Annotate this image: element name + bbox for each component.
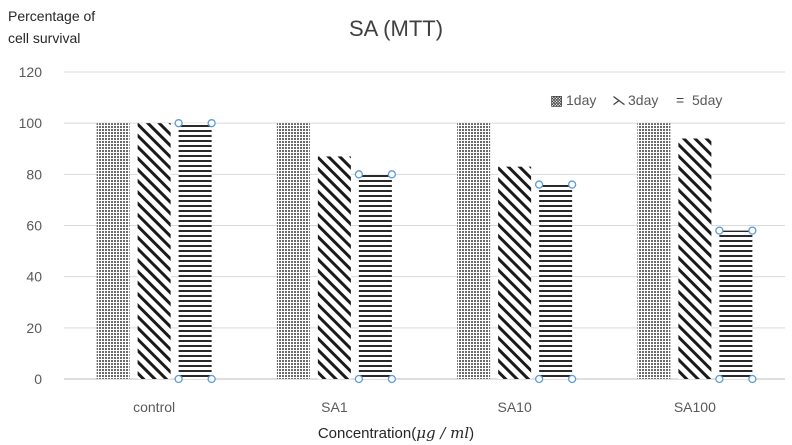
selection-handle — [174, 119, 183, 128]
x-tick-label: control — [133, 399, 175, 415]
y-tick-label: 0 — [34, 371, 42, 387]
selection-handle — [567, 180, 577, 189]
y-tick-label: 20 — [26, 320, 42, 336]
y-tick-label: 40 — [26, 269, 42, 285]
selection-handle — [207, 374, 216, 384]
bar-5day-SA1 — [358, 174, 392, 379]
y-tick-label: 80 — [26, 166, 42, 182]
selection-handle — [748, 374, 757, 384]
bar-5day-SA10 — [539, 184, 573, 379]
y-tick-label: 100 — [19, 115, 43, 131]
x-tick-label: SA1 — [321, 399, 348, 415]
selection-handle — [715, 226, 724, 235]
x-tick-label: SA10 — [498, 399, 532, 415]
bar-1day-SA10 — [457, 123, 491, 380]
bar-3day-SA100 — [678, 138, 712, 379]
bar-1day-SA1 — [276, 123, 310, 380]
selection-handle — [354, 170, 364, 179]
selection-handle — [354, 374, 364, 384]
y-tick-label: 60 — [26, 218, 42, 234]
bar-1day-control — [96, 123, 130, 380]
y-tick-label: 120 — [19, 64, 43, 80]
x-axis-label-suffix: ) — [469, 425, 475, 442]
x-tick-label: SA100 — [674, 399, 716, 415]
legend-label-5day: 5day — [692, 92, 722, 108]
selection-handle — [387, 374, 397, 384]
legend-label-1day: 1day — [566, 92, 596, 108]
selection-handle — [174, 374, 183, 384]
y-axis-label-line-1: Percentage of — [8, 8, 96, 24]
legend-label-3day: 3day — [628, 92, 658, 108]
chart-title: SA (MTT) — [348, 16, 444, 41]
selection-handle — [748, 226, 757, 235]
legend-marker-5day: = — [676, 92, 684, 108]
legend-marker-3day: ⋋ — [612, 92, 626, 108]
bar-5day-SA100 — [719, 230, 753, 379]
bar-3day-SA10 — [498, 166, 532, 379]
bar-3day-SA1 — [317, 156, 351, 379]
selection-handle — [207, 119, 216, 128]
y-axis-label-line-2: cell survival — [8, 30, 81, 46]
x-axis-label-prefix: Concentration( — [317, 425, 417, 442]
selection-handle — [534, 374, 544, 384]
bar-3day-control — [137, 123, 171, 380]
x-axis-label-unit: μg / ml — [416, 424, 470, 442]
legend-marker-1day: ▩ — [550, 92, 563, 108]
selection-handle — [534, 180, 544, 189]
selection-handle — [715, 374, 724, 384]
bar-5day-control — [178, 123, 212, 380]
selection-handle — [387, 170, 397, 179]
bar-1day-SA100 — [637, 123, 671, 380]
selection-handle — [567, 374, 577, 384]
x-axis-label: Concentration(μg / ml) — [0, 424, 792, 442]
